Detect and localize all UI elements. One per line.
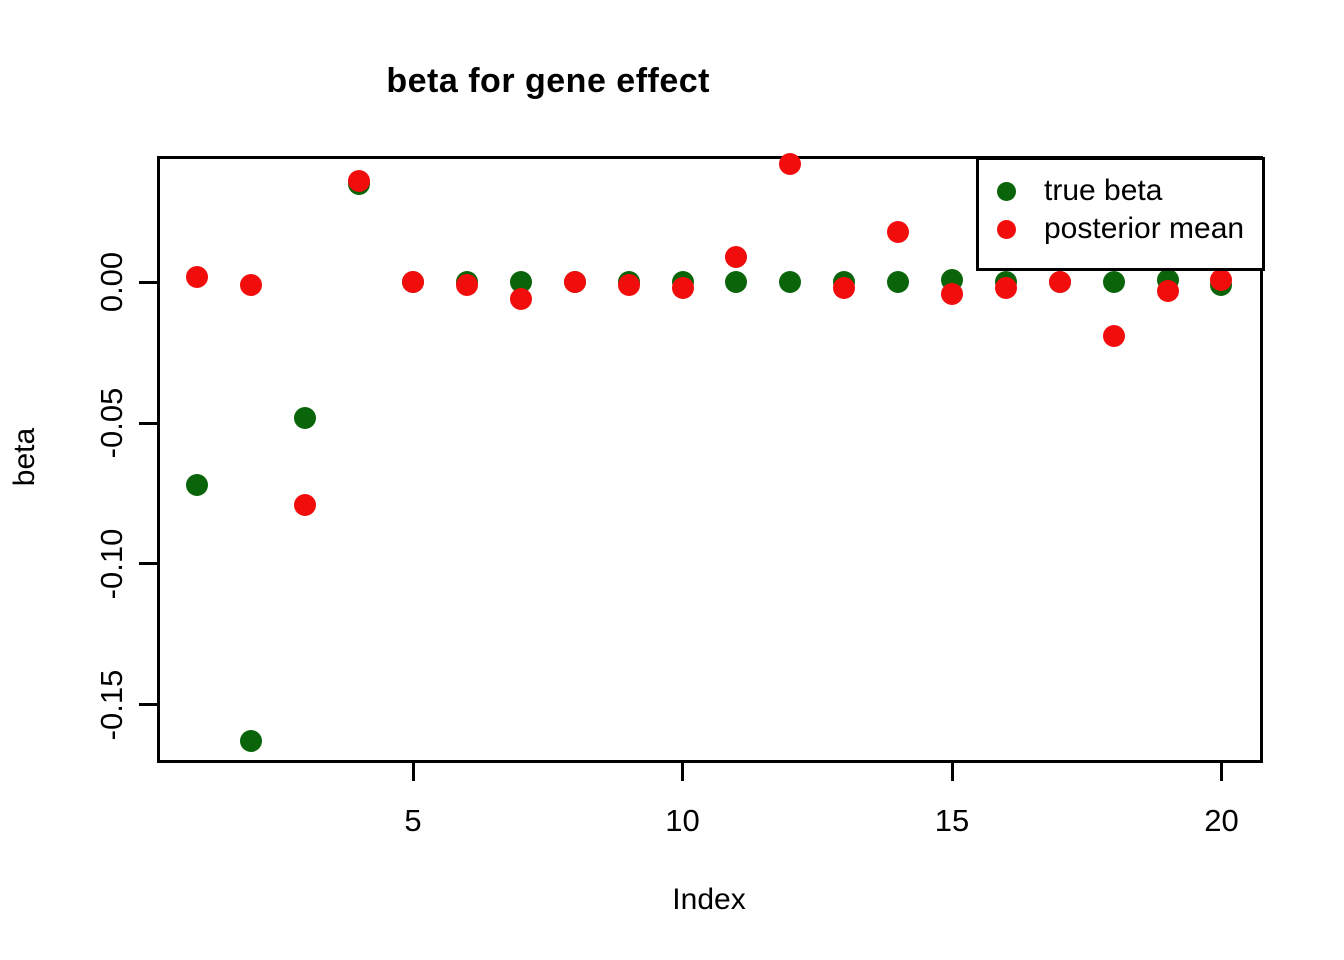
x-axis-tick	[950, 763, 954, 781]
data-point-posterior-mean	[1210, 268, 1233, 291]
legend-label-true-beta: true beta	[1044, 174, 1163, 207]
x-axis-tick-label: 20	[1204, 803, 1239, 838]
x-axis-tick	[1219, 763, 1223, 781]
data-point-posterior-mean	[186, 265, 209, 288]
data-point-true-beta	[725, 271, 748, 294]
data-point-true-beta	[779, 271, 802, 294]
data-point-true-beta	[887, 271, 910, 294]
data-point-posterior-mean	[994, 277, 1017, 300]
data-point-posterior-mean	[887, 220, 910, 243]
data-point-posterior-mean	[563, 271, 586, 294]
legend-entry-posterior-mean: posterior mean	[979, 210, 1262, 248]
data-point-posterior-mean	[779, 153, 802, 176]
data-point-posterior-mean	[833, 277, 856, 300]
y-axis-tick	[139, 703, 157, 707]
data-point-posterior-mean	[941, 282, 963, 305]
data-point-posterior-mean	[402, 271, 425, 294]
y-axis-tick-label: -0.10	[94, 528, 129, 600]
y-axis-tick-label: 0.00	[94, 252, 129, 313]
data-point-posterior-mean	[1156, 279, 1179, 302]
x-axis-tick-label: 5	[404, 803, 422, 838]
data-point-posterior-mean	[617, 274, 640, 297]
data-point-posterior-mean	[240, 274, 263, 297]
x-axis-tick-label: 10	[665, 803, 700, 838]
data-point-posterior-mean	[509, 288, 532, 311]
data-point-posterior-mean	[294, 493, 317, 516]
legend-marker-posterior-mean-icon	[997, 219, 1016, 239]
y-axis-tick	[139, 421, 157, 425]
y-axis-tick-label: -0.15	[94, 669, 129, 741]
legend-box: true beta posterior mean	[976, 157, 1265, 271]
data-point-true-beta	[240, 730, 263, 753]
data-point-posterior-mean	[455, 274, 478, 297]
x-axis-tick	[411, 763, 415, 781]
y-axis-label: beta	[8, 427, 41, 487]
x-axis-tick-label: 15	[934, 803, 970, 838]
data-point-true-beta	[294, 406, 317, 429]
data-point-posterior-mean	[725, 246, 748, 269]
x-axis-label: Index	[672, 883, 746, 916]
y-axis-tick	[139, 280, 157, 284]
data-point-posterior-mean	[671, 277, 694, 300]
data-point-posterior-mean	[1048, 271, 1071, 294]
x-axis-tick	[681, 763, 684, 781]
data-point-true-beta	[1102, 271, 1125, 294]
legend-marker-true-beta-icon	[997, 181, 1016, 201]
legend-entry-true-beta: true beta	[979, 172, 1262, 210]
data-point-true-beta	[186, 474, 209, 497]
y-axis-tick	[139, 562, 157, 566]
legend-label-posterior-mean: posterior mean	[1044, 212, 1245, 245]
data-point-true-beta	[509, 271, 532, 294]
y-axis-tick-label: -0.05	[94, 387, 129, 459]
data-point-posterior-mean	[1102, 324, 1125, 347]
plot-area	[157, 156, 1263, 763]
data-point-posterior-mean	[348, 170, 371, 193]
